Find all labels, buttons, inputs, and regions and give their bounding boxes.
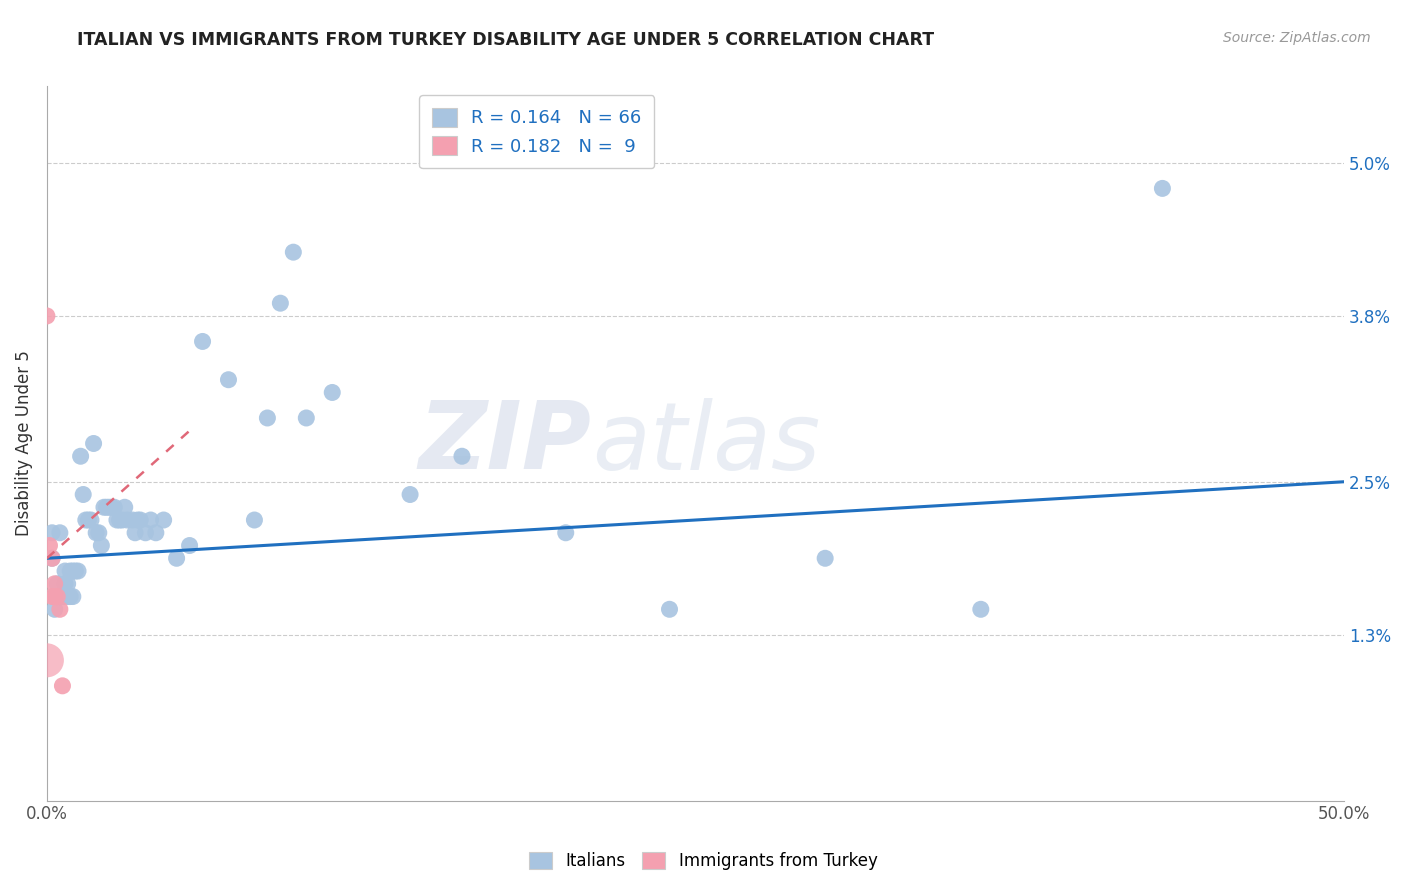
Point — [44, 590, 66, 604]
Point — [321, 385, 343, 400]
Point — [269, 296, 291, 310]
Point — [56, 590, 79, 604]
Point — [243, 513, 266, 527]
Point — [62, 564, 84, 578]
Text: ZIP: ZIP — [419, 398, 592, 490]
Point — [970, 602, 993, 616]
Point — [90, 539, 112, 553]
Point — [41, 525, 63, 540]
Point — [283, 245, 305, 260]
Point — [111, 513, 134, 527]
Text: Source: ZipAtlas.com: Source: ZipAtlas.com — [1223, 31, 1371, 45]
Point — [41, 551, 63, 566]
Point — [53, 564, 76, 578]
Point — [62, 590, 84, 604]
Point — [152, 513, 174, 527]
Point — [114, 500, 136, 515]
Point — [46, 590, 69, 604]
Legend: R = 0.164   N = 66, R = 0.182   N =  9: R = 0.164 N = 66, R = 0.182 N = 9 — [419, 95, 654, 169]
Point — [49, 590, 72, 604]
Point — [87, 525, 110, 540]
Legend: Italians, Immigrants from Turkey: Italians, Immigrants from Turkey — [522, 845, 884, 877]
Point — [44, 602, 66, 616]
Point — [41, 551, 63, 566]
Point — [66, 564, 89, 578]
Point — [84, 525, 107, 540]
Point — [179, 539, 201, 553]
Point — [56, 576, 79, 591]
Point — [69, 449, 91, 463]
Point — [41, 590, 63, 604]
Point — [108, 513, 131, 527]
Point — [93, 500, 115, 515]
Point — [218, 373, 240, 387]
Point — [44, 590, 66, 604]
Point — [127, 513, 149, 527]
Point — [1152, 181, 1174, 195]
Point — [77, 513, 100, 527]
Point — [46, 590, 69, 604]
Point — [117, 513, 139, 527]
Point — [129, 513, 152, 527]
Point — [51, 679, 73, 693]
Point — [44, 576, 66, 591]
Point — [191, 334, 214, 349]
Point — [80, 513, 103, 527]
Point — [59, 564, 82, 578]
Point — [134, 525, 156, 540]
Point — [166, 551, 188, 566]
Point — [49, 602, 72, 616]
Point — [65, 564, 87, 578]
Point — [145, 525, 167, 540]
Point — [72, 487, 94, 501]
Point — [256, 411, 278, 425]
Point — [38, 539, 60, 553]
Point — [814, 551, 837, 566]
Point — [658, 602, 681, 616]
Point — [103, 500, 125, 515]
Point — [35, 653, 58, 667]
Y-axis label: Disability Age Under 5: Disability Age Under 5 — [15, 351, 32, 536]
Point — [96, 500, 118, 515]
Point — [49, 525, 72, 540]
Point — [53, 576, 76, 591]
Point — [554, 525, 576, 540]
Text: ITALIAN VS IMMIGRANTS FROM TURKEY DISABILITY AGE UNDER 5 CORRELATION CHART: ITALIAN VS IMMIGRANTS FROM TURKEY DISABI… — [77, 31, 935, 49]
Point — [75, 513, 97, 527]
Point — [121, 513, 143, 527]
Point — [51, 590, 73, 604]
Point — [35, 309, 58, 323]
Point — [51, 590, 73, 604]
Point — [105, 513, 128, 527]
Point — [451, 449, 474, 463]
Point — [295, 411, 318, 425]
Point — [59, 590, 82, 604]
Point — [49, 590, 72, 604]
Point — [98, 500, 121, 515]
Point — [124, 525, 146, 540]
Text: atlas: atlas — [592, 398, 820, 489]
Point — [46, 576, 69, 591]
Point — [100, 500, 122, 515]
Point — [44, 590, 66, 604]
Point — [139, 513, 162, 527]
Point — [83, 436, 105, 450]
Point — [399, 487, 422, 501]
